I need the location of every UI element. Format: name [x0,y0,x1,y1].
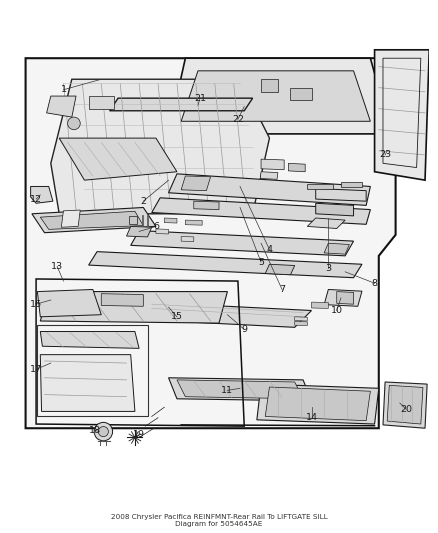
Polygon shape [341,182,362,187]
Polygon shape [88,252,362,278]
Polygon shape [169,378,311,401]
Polygon shape [40,292,227,323]
Polygon shape [261,159,284,169]
Polygon shape [40,332,139,349]
Circle shape [98,426,109,437]
Text: 20: 20 [400,405,412,414]
Polygon shape [257,384,379,424]
Polygon shape [324,243,350,254]
Polygon shape [59,138,177,180]
Polygon shape [383,382,427,428]
Text: 15: 15 [171,312,183,321]
Polygon shape [32,207,156,233]
Polygon shape [316,203,353,216]
Text: 23: 23 [379,150,391,159]
Polygon shape [177,380,303,399]
Text: 6: 6 [153,222,159,231]
Polygon shape [265,387,371,421]
Polygon shape [127,227,152,237]
Polygon shape [181,237,194,241]
Polygon shape [88,96,114,109]
Polygon shape [61,210,80,227]
Polygon shape [324,289,362,306]
Polygon shape [129,216,137,224]
Text: 8: 8 [371,279,378,288]
Text: 2008 Chrysler Pacifica REINFMNT-Rear Rail To LIFTGATE SILL
Diagram for 5054645AE: 2008 Chrysler Pacifica REINFMNT-Rear Rai… [111,514,327,527]
Text: 16: 16 [30,300,42,309]
Text: 9: 9 [241,325,247,334]
Text: 10: 10 [331,306,343,315]
Polygon shape [374,50,429,180]
Polygon shape [101,294,143,306]
Polygon shape [169,58,392,134]
Polygon shape [288,163,305,172]
Polygon shape [31,187,53,203]
Polygon shape [164,218,177,223]
Text: 5: 5 [258,257,264,266]
Polygon shape [152,198,371,224]
Text: 14: 14 [306,413,318,422]
Text: 3: 3 [325,264,332,273]
Polygon shape [307,184,332,189]
Polygon shape [311,302,328,309]
Text: 22: 22 [232,115,244,124]
Circle shape [67,117,80,130]
Polygon shape [194,201,219,209]
Text: 13: 13 [51,262,63,271]
Polygon shape [290,87,311,100]
Polygon shape [316,189,366,201]
Polygon shape [37,289,101,317]
Polygon shape [127,302,311,327]
Polygon shape [260,172,278,179]
Polygon shape [185,220,202,225]
Text: 18: 18 [89,426,101,435]
Polygon shape [265,264,295,275]
Text: 21: 21 [194,94,206,103]
Polygon shape [25,58,396,428]
Polygon shape [51,79,269,214]
Polygon shape [131,231,353,256]
Polygon shape [181,176,211,191]
Text: 12: 12 [30,195,42,204]
Polygon shape [295,317,307,321]
Polygon shape [110,98,253,111]
Polygon shape [40,211,143,229]
Text: 11: 11 [222,386,233,395]
Polygon shape [40,354,135,411]
Text: 7: 7 [279,285,285,294]
Text: 17: 17 [30,365,42,374]
Text: 2: 2 [140,197,146,206]
Polygon shape [261,79,278,92]
Text: 4: 4 [266,245,272,254]
Circle shape [94,422,113,441]
Polygon shape [295,321,307,326]
Polygon shape [337,292,353,304]
Polygon shape [307,218,345,229]
Polygon shape [46,96,76,117]
Text: 1: 1 [60,85,67,94]
Polygon shape [156,229,169,234]
Polygon shape [387,385,423,424]
Text: 19: 19 [133,430,145,439]
Polygon shape [181,71,371,122]
Polygon shape [169,174,371,205]
